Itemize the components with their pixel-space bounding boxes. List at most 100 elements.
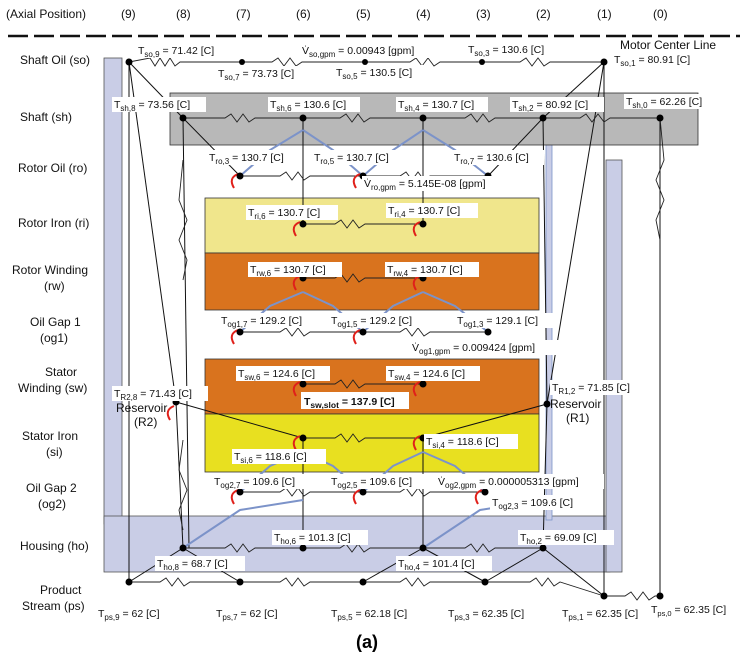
svg-text:Trw,6 = 130.7 [C]: Trw,6 = 130.7 [C]	[250, 264, 326, 278]
row-label-oil-gap-1-sub: (og1)	[40, 331, 68, 345]
node-label-si6: Tsi,6 = 118.6 [C]	[232, 449, 326, 465]
reservoir-r1-id: (R1)	[566, 411, 589, 425]
svg-text:V̇og1,gpm = 0.009424 [gpm]: V̇og1,gpm = 0.009424 [gpm]	[412, 341, 535, 356]
node-label-ps5: Tps,5 = 62.18 [C]	[329, 606, 429, 622]
svg-text:Tog1,7 = 129.2 [C]: Tog1,7 = 129.2 [C]	[221, 315, 302, 329]
node-label-ps0: Tps,0 = 62.35 [C]	[650, 602, 740, 618]
axial-pos-5: (5)	[356, 7, 371, 21]
node-label-sh0: Tsh,0 = 62.26 [C]	[624, 94, 724, 110]
axial-pos-3: (3)	[476, 7, 491, 21]
reservoir-r2-label: Reservoir	[116, 401, 167, 415]
node-label-ri6: Tri,6 = 130.7 [C]	[246, 205, 338, 221]
node-label-og23: Tog2,3 = 109.6 [C]	[490, 495, 594, 511]
axial-pos-4: (4)	[416, 7, 431, 21]
node-label-ho2: Tho,2 = 69.09 [C]	[518, 530, 614, 546]
node-label-so5: Tso,5 = 130.5 [C]	[334, 65, 426, 81]
row-label-rotor-oil: Rotor Oil (ro)	[18, 161, 87, 175]
node-label-sh4: Tsh,4 = 130.7 [C]	[396, 97, 488, 113]
svg-text:Tps,3 = 62.35 [C]: Tps,3 = 62.35 [C]	[448, 608, 524, 622]
row-label-stator-iron: Stator Iron	[22, 429, 78, 443]
node-label-so-gpm: V̇so,gpm = 0.00943 [gpm]	[300, 43, 438, 59]
row-label-stator-winding: Stator	[45, 365, 77, 379]
svg-text:Tsh,2 = 80.92 [C]: Tsh,2 = 80.92 [C]	[512, 99, 588, 113]
svg-text:Tsh,0 = 62.26 [C]: Tsh,0 = 62.26 [C]	[626, 96, 702, 110]
node-label-ro-gpm: V̇ro,gpm = 5.145E-08 [gpm]	[362, 176, 504, 192]
node-label-ps3: Tps,3 = 62.35 [C]	[446, 606, 546, 622]
network-nodes	[125, 58, 664, 600]
axial-position-numbers: (9) (8) (7) (6) (5) (4) (3) (2) (1) (0)	[121, 7, 668, 21]
node-label-ps7: Tps,7 = 62 [C]	[214, 606, 298, 622]
row-label-housing: Housing (ho)	[20, 539, 89, 553]
axial-position-label: (Axial Position)	[6, 7, 86, 21]
svg-text:Tro,5 = 130.7 [C]: Tro,5 = 130.7 [C]	[314, 152, 389, 166]
svg-text:Tog2,3 = 109.6 [C]: Tog2,3 = 109.6 [C]	[492, 497, 573, 511]
svg-text:Tog2,7 = 109.6 [C]: Tog2,7 = 109.6 [C]	[214, 476, 295, 490]
node-label-ho8: Tho,8 = 68.7 [C]	[155, 556, 245, 572]
svg-text:Tso,7 = 73.73 [C]: Tso,7 = 73.73 [C]	[218, 68, 294, 82]
svg-text:Tro,3 = 130.7 [C]: Tro,3 = 130.7 [C]	[209, 152, 284, 166]
svg-text:V̇so,gpm = 0.00943 [gpm]: V̇so,gpm = 0.00943 [gpm]	[302, 44, 414, 59]
node-label-ro5: Tro,5 = 130.7 [C]	[312, 150, 404, 166]
node-value-labels: Tso,9 = 71.42 [C] Tso,7 = 73.73 [C] V̇so…	[96, 42, 740, 622]
svg-text:Tro,7 = 130.6 [C]: Tro,7 = 130.6 [C]	[454, 152, 529, 166]
svg-text:Tho,8 = 68.7 [C]: Tho,8 = 68.7 [C]	[157, 558, 228, 572]
node-label-rw4: Trw,4 = 130.7 [C]	[385, 262, 479, 278]
axial-pos-7: (7)	[236, 7, 251, 21]
node-label-sw4: Tsw,4 = 124.6 [C]	[386, 366, 480, 382]
svg-text:Tho,6 = 101.3 [C]: Tho,6 = 101.3 [C]	[274, 532, 351, 546]
node-label-ro3: Tro,3 = 130.7 [C]	[207, 150, 299, 166]
row-label-rotor-winding-sub: (rw)	[44, 279, 65, 293]
svg-text:V̇ro,gpm = 5.145E-08 [gpm]: V̇ro,gpm = 5.145E-08 [gpm]	[364, 177, 486, 192]
svg-text:TR1,2 = 71.85 [C]: TR1,2 = 71.85 [C]	[552, 382, 630, 396]
svg-text:Tsi,6 = 118.6 [C]: Tsi,6 = 118.6 [C]	[234, 451, 307, 465]
node-label-ho6: Tho,6 = 101.3 [C]	[272, 530, 368, 546]
node-label-og13: Tog1,3 = 129.1 [C]	[455, 313, 557, 329]
node-label-ri4: Tri,4 = 130.7 [C]	[386, 203, 478, 219]
svg-text:Tsw,4 = 124.6 [C]: Tsw,4 = 124.6 [C]	[388, 368, 465, 382]
row-label-product-stream-sub: Stream (ps)	[22, 599, 85, 613]
svg-text:Tso,1 = 80.91 [C]: Tso,1 = 80.91 [C]	[614, 54, 690, 68]
svg-text:Tsw,6 = 124.6 [C]: Tsw,6 = 124.6 [C]	[238, 368, 315, 382]
node-label-rw6: Trw,6 = 130.7 [C]	[248, 262, 342, 278]
axial-pos-0: (0)	[653, 7, 668, 21]
svg-text:Tsh,4 = 130.7 [C]: Tsh,4 = 130.7 [C]	[398, 99, 474, 113]
node-label-ps9: Tps,9 = 62 [C]	[96, 606, 180, 622]
svg-text:Tps,7 = 62 [C]: Tps,7 = 62 [C]	[216, 608, 278, 622]
svg-text:Tps,9 = 62 [C]: Tps,9 = 62 [C]	[98, 608, 160, 622]
node-label-og1-gpm: V̇og1,gpm = 0.009424 [gpm]	[410, 340, 560, 356]
node-label-ro7: Tro,7 = 130.6 [C]	[452, 150, 544, 166]
row-label-stator-winding-sub: Winding (sw)	[18, 381, 87, 395]
svg-text:Tho,2 = 69.09 [C]: Tho,2 = 69.09 [C]	[520, 532, 597, 546]
node-label-sh2: Tsh,2 = 80.92 [C]	[510, 97, 604, 113]
node-label-ps1: Tps,1 = 62.35 [C]	[560, 606, 646, 622]
row-label-rotor-winding: Rotor Winding	[12, 263, 88, 277]
svg-text:Tog1,5 = 129.2 [C]: Tog1,5 = 129.2 [C]	[331, 315, 412, 329]
svg-text:Tso,5 = 130.5 [C]: Tso,5 = 130.5 [C]	[336, 67, 412, 81]
node-label-ho4: Tho,4 = 101.4 [C]	[396, 556, 492, 572]
svg-text:Tso,9 = 71.42 [C]: Tso,9 = 71.42 [C]	[138, 45, 214, 59]
axial-pos-2: (2)	[536, 7, 551, 21]
row-label-product-stream: Product	[40, 583, 82, 597]
node-label-so3: Tso,3 = 130.6 [C]	[466, 42, 558, 58]
axial-pos-1: (1)	[597, 7, 612, 21]
axial-pos-8: (8)	[176, 7, 191, 21]
row-label-shaft-oil: Shaft Oil (so)	[20, 53, 90, 67]
node-label-sw-slot: Tsw,slot = 137.9 [C]	[301, 392, 409, 410]
figure-caption: (a)	[356, 632, 378, 652]
node-label-si4: Tsi,4 = 118.6 [C]	[424, 434, 518, 450]
svg-text:Tri,6 = 130.7 [C]: Tri,6 = 130.7 [C]	[248, 207, 320, 221]
row-label-rotor-iron: Rotor Iron (ri)	[18, 216, 89, 230]
svg-text:Trw,4 = 130.7 [C]: Trw,4 = 130.7 [C]	[387, 264, 463, 278]
reservoir-r2-id: (R2)	[134, 415, 157, 429]
svg-text:Tso,3 = 130.6 [C]: Tso,3 = 130.6 [C]	[468, 44, 544, 58]
row-label-oil-gap-1: Oil Gap 1	[30, 315, 81, 329]
svg-text:Tps,5 = 62.18 [C]: Tps,5 = 62.18 [C]	[331, 608, 407, 622]
svg-text:Tho,4 = 101.4 [C]: Tho,4 = 101.4 [C]	[398, 558, 475, 572]
node-label-r28: TR2,8 = 71.43 [C]	[112, 386, 208, 402]
svg-text:Tsh,8 = 73.56 [C]: Tsh,8 = 73.56 [C]	[114, 99, 190, 113]
node-label-so7: Tso,7 = 73.73 [C]	[216, 66, 308, 82]
motor-center-line-label: Motor Center Line	[620, 38, 716, 52]
svg-text:Tps,0 = 62.35 [C]: Tps,0 = 62.35 [C]	[651, 604, 726, 618]
node-label-og27: Tog2,7 = 109.6 [C]	[212, 474, 316, 490]
